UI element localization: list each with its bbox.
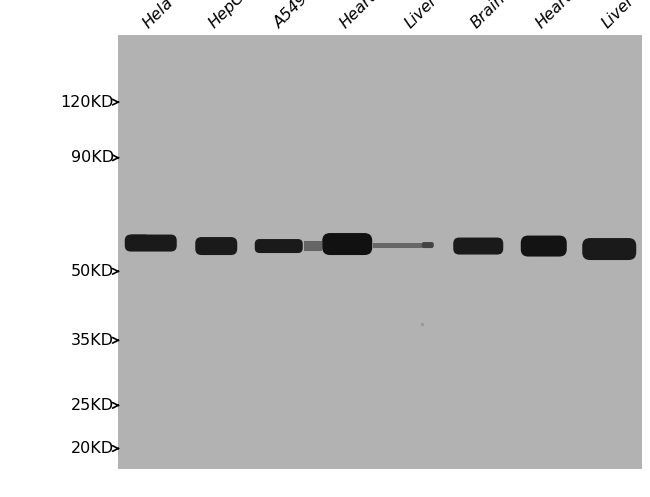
Text: HepG2: HepG2 <box>205 0 255 31</box>
Text: Heart: Heart <box>533 0 575 31</box>
FancyBboxPatch shape <box>195 237 237 255</box>
FancyBboxPatch shape <box>255 239 303 253</box>
Text: Liver: Liver <box>402 0 441 31</box>
FancyBboxPatch shape <box>422 242 434 248</box>
Text: 20KD: 20KD <box>71 441 114 456</box>
Text: Heart: Heart <box>337 0 379 31</box>
FancyBboxPatch shape <box>128 235 150 248</box>
FancyBboxPatch shape <box>582 238 636 260</box>
Text: 90KD: 90KD <box>71 150 114 165</box>
FancyBboxPatch shape <box>521 236 567 256</box>
FancyBboxPatch shape <box>322 233 372 255</box>
Text: Brain: Brain <box>467 0 508 31</box>
Text: Liver: Liver <box>599 0 637 31</box>
Text: 25KD: 25KD <box>71 398 114 413</box>
FancyBboxPatch shape <box>616 239 635 257</box>
Text: A549: A549 <box>271 0 311 31</box>
FancyBboxPatch shape <box>453 238 503 254</box>
Text: 50KD: 50KD <box>71 264 114 279</box>
Bar <box>373 243 431 248</box>
Bar <box>304 241 322 251</box>
Text: 35KD: 35KD <box>71 333 114 348</box>
FancyBboxPatch shape <box>125 235 177 251</box>
Text: 120KD: 120KD <box>60 94 114 110</box>
Bar <box>118 35 642 469</box>
Text: Hela: Hela <box>140 0 176 31</box>
